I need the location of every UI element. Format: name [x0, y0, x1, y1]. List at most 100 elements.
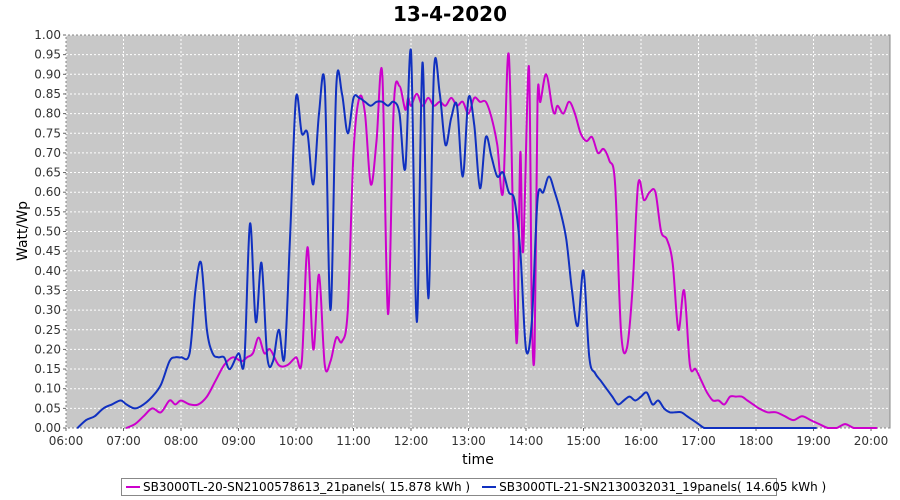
data-point-s2	[531, 321, 533, 323]
data-point-s1	[223, 364, 225, 366]
x-tick-label: 18:00	[739, 434, 774, 448]
data-point-s1	[844, 423, 846, 425]
x-tick-label: 08:00	[164, 434, 199, 448]
y-tick-label: 0.05	[34, 401, 61, 415]
data-point-s2	[375, 101, 378, 103]
data-point-s1	[318, 273, 320, 276]
y-tick-label: 0.50	[34, 225, 61, 239]
x-tick-label: 11:00	[336, 434, 371, 448]
data-point-s2	[433, 69, 435, 72]
data-point-s1	[496, 144, 499, 146]
y-tick-label: 0.95	[34, 48, 61, 62]
data-point-s1	[654, 191, 657, 193]
data-point-s1	[758, 407, 760, 410]
legend-swatch-1	[126, 486, 140, 488]
data-point-s2	[743, 427, 746, 429]
data-point-s1	[352, 152, 355, 154]
data-point-s1	[278, 364, 280, 366]
data-point-s2	[134, 407, 136, 410]
data-point-s1	[574, 112, 576, 115]
data-point-s2	[174, 356, 177, 359]
data-point-s1	[398, 85, 401, 87]
data-point-s2	[565, 238, 568, 241]
data-point-s1	[306, 246, 309, 248]
data-point-s2	[318, 112, 320, 115]
data-point-s2	[738, 427, 740, 429]
data-point-s1	[269, 348, 271, 351]
data-point-s1	[370, 183, 372, 186]
x-tick-label: 06:00	[49, 434, 84, 448]
data-point-s2	[85, 419, 87, 421]
data-point-s1	[870, 427, 872, 429]
data-point-s2	[223, 356, 225, 359]
data-point-s1	[556, 104, 559, 107]
data-point-s2	[617, 403, 619, 406]
legend-item-1: SB3000TL-20-SN2100578613_21panels( 15.87…	[126, 480, 470, 494]
data-point-s1	[809, 419, 812, 421]
data-point-s2	[605, 387, 608, 390]
data-point-s2	[536, 199, 539, 201]
data-point-s1	[620, 329, 622, 331]
data-point-s2	[370, 104, 372, 107]
data-point-s1	[792, 419, 795, 421]
data-point-s2	[669, 411, 671, 414]
data-point-s2	[125, 403, 128, 406]
legend: SB3000TL-20-SN2100578613_21panels( 15.87…	[121, 478, 826, 496]
data-point-s1	[485, 101, 487, 103]
y-tick-label: 0.25	[34, 323, 61, 337]
data-point-s1	[683, 289, 685, 292]
data-point-s2	[720, 427, 723, 429]
data-point-s1	[347, 309, 349, 311]
data-point-s1	[835, 427, 838, 429]
data-point-s2	[249, 222, 251, 225]
data-point-s1	[142, 415, 145, 418]
data-point-s1	[257, 336, 260, 339]
data-point-s2	[485, 136, 487, 138]
data-point-s2	[686, 415, 688, 418]
data-point-s1	[364, 112, 366, 115]
data-point-s2	[439, 93, 441, 95]
data-point-s1	[585, 140, 588, 142]
data-point-s2	[709, 427, 711, 429]
data-point-s2	[217, 356, 220, 359]
data-point-s1	[381, 73, 384, 76]
data-point-s2	[94, 415, 96, 418]
y-axis: 0.00 0.05 0.10 0.15 0.20 0.25 0.30 0.35 0.40 0.45…	[34, 28, 66, 435]
data-point-s1	[416, 93, 418, 95]
data-point-s2	[502, 171, 504, 174]
data-point-s1	[232, 356, 234, 359]
data-point-s1	[608, 160, 611, 162]
data-point-s2	[571, 289, 573, 292]
data-point-s1	[766, 411, 769, 414]
data-point-s1	[827, 427, 829, 429]
data-point-s2	[594, 372, 596, 374]
data-point-s2	[772, 427, 775, 429]
data-point-s1	[643, 199, 645, 201]
data-point-s2	[763, 427, 766, 429]
data-point-s2	[398, 112, 401, 115]
data-point-s2	[393, 101, 395, 103]
data-point-s1	[671, 262, 674, 264]
y-tick-label: 0.15	[34, 362, 61, 376]
data-point-s1	[312, 348, 315, 351]
data-point-s1	[508, 53, 510, 56]
data-point-s2	[519, 250, 522, 252]
data-point-s1	[206, 395, 208, 398]
data-point-s2	[312, 183, 315, 186]
data-point-s2	[697, 423, 700, 425]
data-point-s2	[496, 175, 499, 178]
data-point-s2	[111, 403, 113, 406]
data-point-s1	[746, 399, 749, 402]
data-point-s2	[260, 262, 263, 264]
data-point-s1	[341, 340, 343, 343]
data-point-s1	[522, 250, 524, 252]
data-point-s1	[545, 73, 547, 76]
data-point-s2	[237, 352, 240, 355]
data-point-s2	[600, 380, 602, 382]
data-point-s2	[513, 199, 516, 201]
x-tick-label: 15:00	[566, 434, 601, 448]
data-point-s2	[421, 61, 424, 64]
data-point-s1	[263, 352, 266, 355]
series-lines	[76, 48, 878, 429]
data-point-s1	[637, 183, 639, 186]
